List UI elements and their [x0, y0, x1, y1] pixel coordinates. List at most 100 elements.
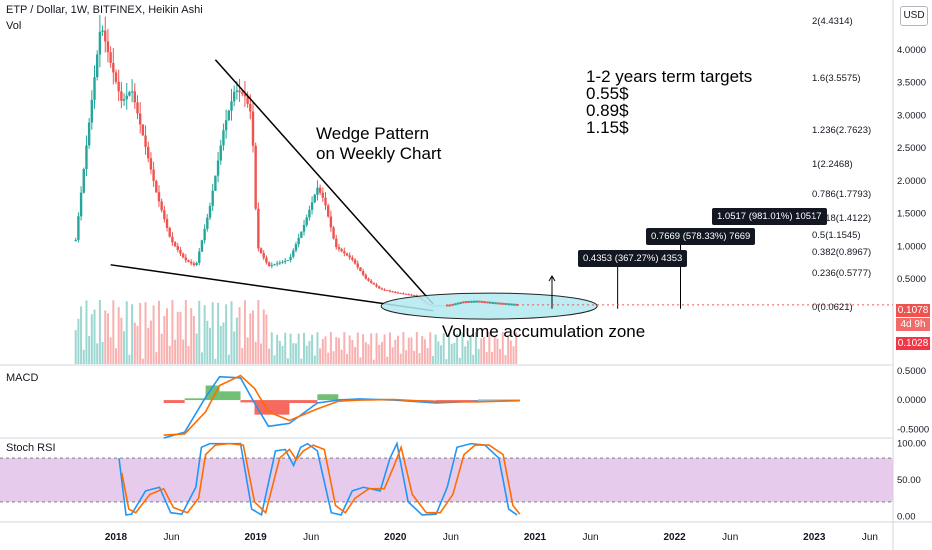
candle-body: [313, 194, 316, 203]
volume-bar: [362, 334, 365, 364]
volume-label: Vol: [6, 20, 22, 32]
volume-bar: [316, 332, 319, 364]
candle-body: [446, 304, 449, 307]
currency-button[interactable]: USD: [900, 6, 928, 26]
candle-body: [82, 169, 85, 193]
volume-bar: [198, 300, 201, 364]
candle-body: [157, 192, 161, 202]
candle-body: [187, 260, 190, 262]
volume-bar: [445, 359, 448, 364]
candle-body: [286, 260, 290, 262]
macd-histogram: [240, 400, 255, 403]
candle-body: [147, 146, 150, 159]
candle-body: [383, 289, 386, 291]
candle-body: [171, 236, 174, 243]
price-axis-tick: 2.5000: [897, 143, 926, 154]
candle-body: [117, 81, 120, 92]
candle-body: [85, 145, 88, 170]
volume-bar: [466, 340, 469, 364]
volume-bar: [109, 337, 112, 364]
candle-body: [340, 249, 343, 252]
volume-bar: [270, 332, 273, 364]
candle-body: [278, 262, 282, 264]
volume-bar: [128, 354, 131, 364]
target-arrowhead: [548, 274, 556, 282]
volume-bar: [391, 347, 394, 364]
fib-level-label: 0.786(1.7793): [812, 189, 872, 201]
time-axis-tick: 2021: [524, 532, 547, 543]
candle-body: [316, 187, 319, 195]
candle-body: [486, 301, 489, 304]
macd-histogram: [184, 398, 206, 401]
targets-title: 1-2 years term targets: [586, 67, 753, 86]
volume-bar: [246, 337, 249, 364]
volume-bar: [405, 350, 408, 364]
target-1: 0.55$: [586, 84, 629, 103]
candle-body: [128, 92, 131, 96]
candle-body: [513, 303, 516, 306]
candle-body: [505, 303, 508, 306]
candle-body: [101, 30, 104, 32]
volume-bar: [407, 337, 410, 364]
candle-body: [467, 300, 470, 303]
volume-bar: [217, 302, 220, 364]
volume-bar: [77, 318, 80, 364]
candle-body: [176, 246, 179, 250]
candle-body: [122, 99, 126, 101]
candle-body: [388, 290, 392, 292]
volume-bar: [149, 320, 152, 364]
volume-bar: [286, 358, 289, 364]
rsi-axis-tick: 0.00: [897, 511, 916, 522]
volume-bar: [472, 354, 475, 364]
volume-bar: [415, 332, 418, 364]
candle-body: [203, 228, 206, 241]
volume-bar: [171, 300, 174, 364]
price-axis-tick: 3.5000: [897, 78, 926, 89]
candle-body: [329, 216, 333, 228]
candle-body: [160, 201, 163, 211]
volume-bar: [187, 345, 190, 364]
candle-body: [163, 210, 166, 220]
macd-axis-tick: 0.0000: [897, 395, 926, 406]
volume-bar: [504, 354, 507, 364]
candle-body: [292, 250, 295, 257]
time-axis-tick: Jun: [163, 532, 179, 543]
volume-bar: [383, 334, 386, 364]
wedge-line-2: on Weekly Chart: [316, 144, 442, 163]
volume-bar: [359, 357, 362, 364]
targets-annotation: 1-2 years term targets 0.55$ 0.89$ 1.15$: [586, 68, 752, 136]
volume-bar: [289, 333, 292, 364]
wedge-upper-line: [214, 59, 434, 305]
time-axis-tick: 2023: [803, 532, 826, 543]
macd-histogram: [205, 385, 220, 401]
volume-bar: [139, 302, 142, 364]
candle-body: [216, 160, 220, 176]
measure-tag-1[interactable]: 0.4353 (367.27%) 4353: [578, 250, 688, 267]
time-axis-tick: Jun: [443, 532, 459, 543]
rsi-axis-tick: 100.00: [897, 439, 926, 450]
candle-body: [326, 205, 330, 217]
candle-body: [380, 288, 384, 290]
volume-bar: [284, 332, 287, 364]
measure-tag-3[interactable]: 1.0517 (981.01%) 10517: [712, 208, 827, 225]
macd-histogram: [289, 400, 318, 403]
fib-level-label: 0.236(0.5777): [812, 268, 872, 280]
rsi-band: [0, 458, 893, 502]
candle-body: [367, 278, 370, 281]
candle-body: [407, 294, 410, 296]
volume-bar: [321, 338, 324, 364]
candle-body: [356, 263, 359, 268]
volume-bar: [112, 300, 115, 364]
candle-body: [144, 135, 147, 147]
volume-bar: [243, 300, 246, 364]
symbol-title: ETP / Dollar, 1W, BITFINEX, Heikin Ashi: [6, 4, 203, 16]
signal-line: [163, 374, 520, 436]
candle-body: [90, 99, 94, 123]
volume-bar: [260, 343, 263, 364]
volume-bar: [74, 330, 77, 364]
volume-bar: [426, 347, 429, 364]
volume-bar: [190, 308, 193, 364]
volume-bar: [421, 336, 424, 364]
candle-body: [254, 145, 257, 209]
measure-tag-2[interactable]: 0.7669 (578.33%) 7669: [646, 228, 756, 245]
